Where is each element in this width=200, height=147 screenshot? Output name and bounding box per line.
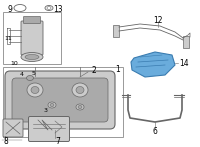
Ellipse shape <box>21 52 43 61</box>
Bar <box>113 25 119 37</box>
Text: 13: 13 <box>53 5 63 14</box>
FancyBboxPatch shape <box>12 78 108 122</box>
Text: 8: 8 <box>4 137 9 146</box>
FancyBboxPatch shape <box>5 71 115 129</box>
Text: 9: 9 <box>8 5 12 14</box>
Text: 4: 4 <box>20 71 24 76</box>
Ellipse shape <box>72 83 88 97</box>
Text: 14: 14 <box>179 59 189 67</box>
FancyBboxPatch shape <box>24 16 40 24</box>
Text: 7: 7 <box>56 137 60 146</box>
Ellipse shape <box>31 86 39 93</box>
Text: 11: 11 <box>4 35 12 41</box>
Ellipse shape <box>50 103 54 106</box>
Text: 2: 2 <box>92 66 96 75</box>
Text: 3: 3 <box>44 108 48 113</box>
FancyBboxPatch shape <box>3 119 23 137</box>
Ellipse shape <box>27 83 43 97</box>
Text: 12: 12 <box>153 15 163 25</box>
Text: 5: 5 <box>31 71 35 76</box>
Ellipse shape <box>76 104 84 110</box>
Text: 10: 10 <box>10 61 18 66</box>
Ellipse shape <box>25 55 39 60</box>
Bar <box>3 12 61 64</box>
Text: 1: 1 <box>116 65 120 74</box>
Ellipse shape <box>48 102 56 108</box>
Bar <box>183 36 189 48</box>
FancyBboxPatch shape <box>29 117 70 142</box>
Ellipse shape <box>76 86 84 93</box>
FancyBboxPatch shape <box>21 21 43 55</box>
Ellipse shape <box>78 106 82 108</box>
Polygon shape <box>131 52 175 77</box>
Bar <box>3 67 123 137</box>
Ellipse shape <box>26 76 34 81</box>
Text: 6: 6 <box>153 127 157 137</box>
